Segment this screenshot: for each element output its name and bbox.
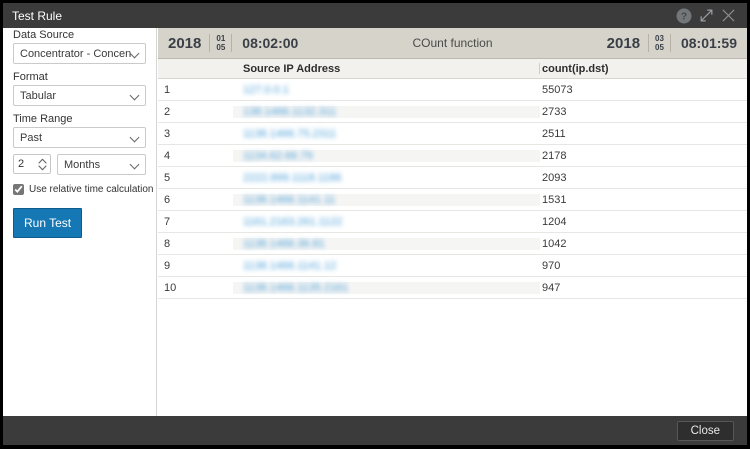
svg-text:?: ? (681, 11, 687, 22)
